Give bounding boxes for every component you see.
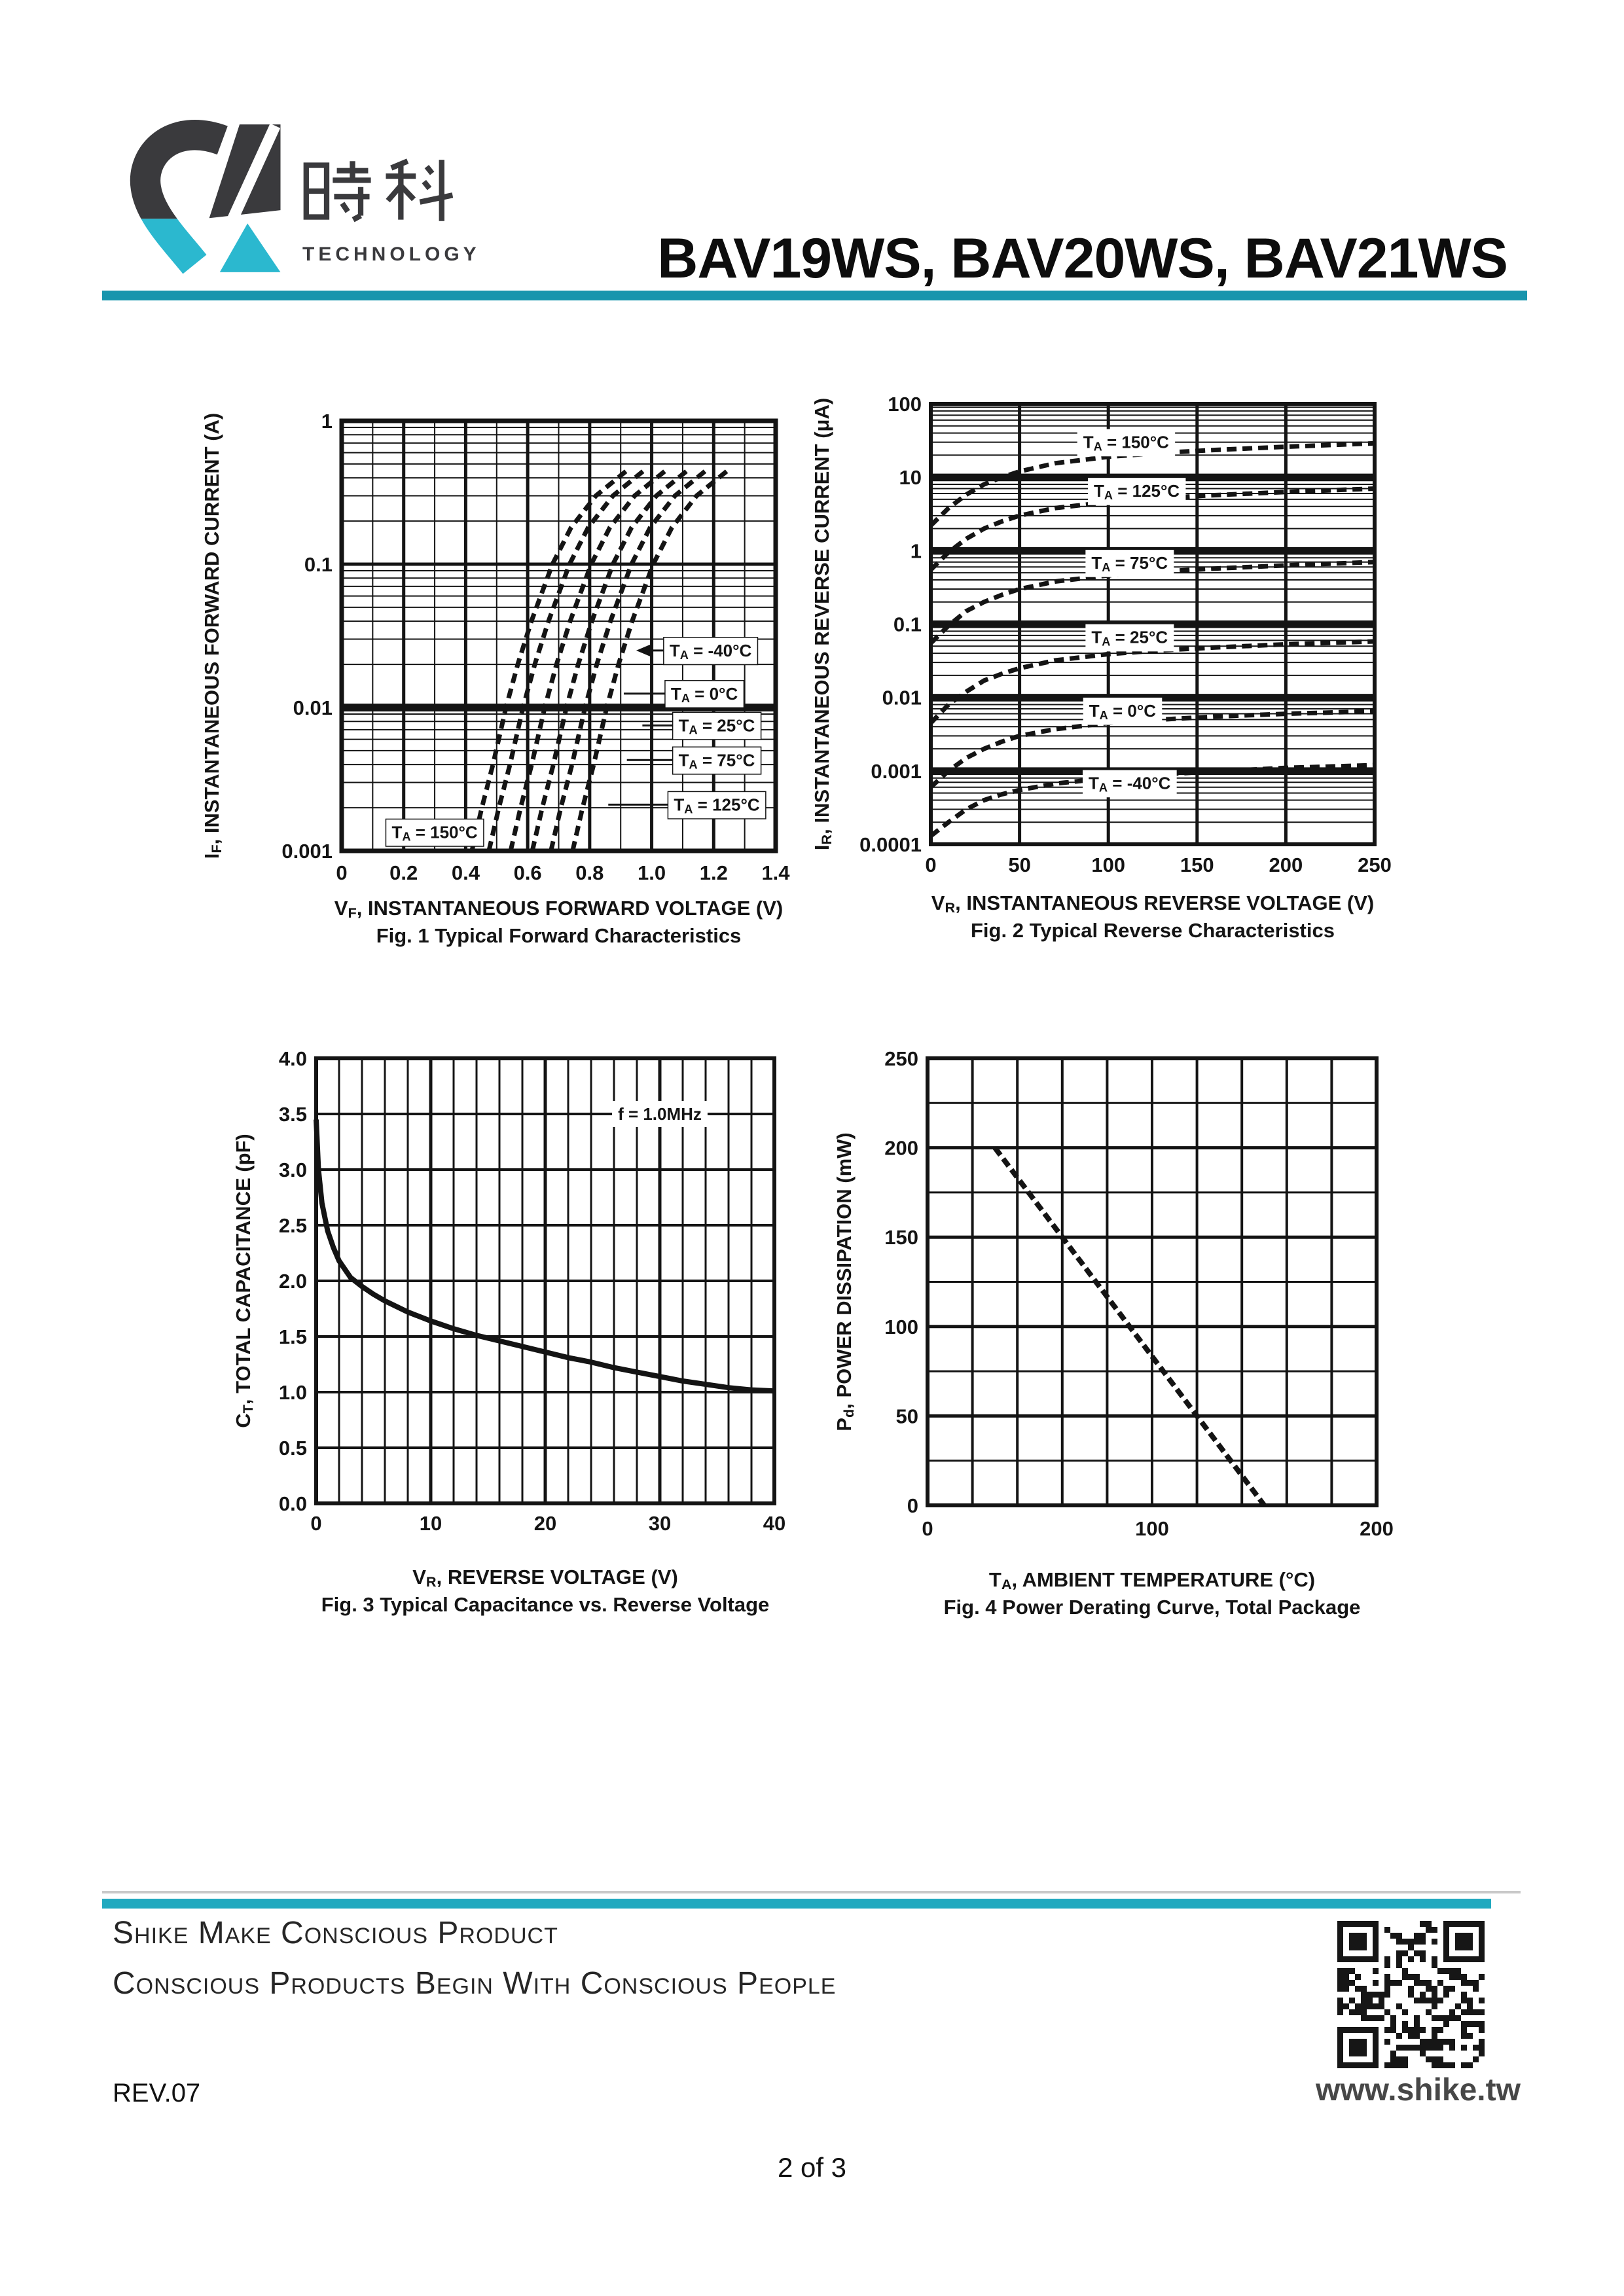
svg-text:0.0: 0.0 xyxy=(279,1492,307,1515)
svg-text:Fig. 1 Typical Forward Charac: Fig. 1 Typical Forward Characteristics xyxy=(376,924,742,947)
svg-text:TA = 150°C: TA = 150°C xyxy=(391,822,477,843)
svg-text:40: 40 xyxy=(763,1512,785,1535)
svg-text:1: 1 xyxy=(321,410,333,433)
svg-text:0: 0 xyxy=(922,1517,933,1540)
qr-code xyxy=(1337,1921,1485,2068)
svg-text:2.5: 2.5 xyxy=(279,1214,307,1237)
svg-text:50: 50 xyxy=(896,1405,918,1427)
svg-text:3.0: 3.0 xyxy=(279,1158,307,1181)
svg-text:TA = -40°C: TA = -40°C xyxy=(1089,774,1171,795)
logo-subtitle: TECHNOLOGY xyxy=(302,243,480,265)
svg-text:200: 200 xyxy=(1269,853,1303,876)
svg-text:Pd, POWER DISSIPATION (mW): Pd, POWER DISSIPATION (mW) xyxy=(833,1132,857,1431)
svg-text:TA = 125°C: TA = 125°C xyxy=(1094,481,1180,502)
svg-text:TA = 125°C: TA = 125°C xyxy=(674,795,759,816)
svg-text:150: 150 xyxy=(1180,853,1214,876)
svg-text:100: 100 xyxy=(1135,1517,1169,1540)
svg-text:CT, TOTAL CAPACITANCE (pF): CT, TOTAL CAPACITANCE (pF) xyxy=(232,1134,256,1428)
svg-text:10: 10 xyxy=(899,466,922,489)
svg-text:0.1: 0.1 xyxy=(304,553,333,576)
svg-text:TA = 25°C: TA = 25°C xyxy=(679,715,755,736)
footer-slogan-line1: Shike Make Conscious Product xyxy=(113,1916,558,1950)
page-title: BAV19WS, BAV20WS, BAV21WS xyxy=(657,227,1508,290)
footer-divider-rule xyxy=(102,1899,1491,1909)
svg-text:TA = 75°C: TA = 75°C xyxy=(679,750,755,771)
svg-text:0: 0 xyxy=(310,1512,321,1535)
svg-text:IF, INSTANTANEOUS FORWARD CURR: IF, INSTANTANEOUS FORWARD CURRENT (A) xyxy=(200,413,225,859)
svg-text:0.0001: 0.0001 xyxy=(859,833,922,856)
svg-text:250: 250 xyxy=(884,1047,918,1070)
fig4-power-derating-curve-chart: 250 200 150 100 50 00 100 200 TA, AMBIENT TEMPER… xyxy=(833,1047,1394,1619)
svg-text:0: 0 xyxy=(925,853,936,876)
svg-text:1.0: 1.0 xyxy=(279,1381,307,1404)
svg-text:30: 30 xyxy=(649,1512,671,1535)
svg-text:250: 250 xyxy=(1358,853,1392,876)
svg-text:150: 150 xyxy=(884,1226,918,1249)
svg-text:0.8: 0.8 xyxy=(575,861,604,884)
svg-text:1.4: 1.4 xyxy=(761,861,790,884)
page-number: 2 of 3 xyxy=(777,2152,847,2183)
logo-chinese-text xyxy=(303,158,453,223)
svg-text:0.6: 0.6 xyxy=(514,861,542,884)
svg-text:0.2: 0.2 xyxy=(389,861,418,884)
svg-text:4.0: 4.0 xyxy=(279,1047,307,1070)
svg-text:100: 100 xyxy=(884,1316,918,1338)
shike-logo-mark-icon xyxy=(130,120,281,278)
svg-text:100: 100 xyxy=(1091,853,1125,876)
svg-text:TA = 0°C: TA = 0°C xyxy=(1089,701,1157,722)
svg-text:0.001: 0.001 xyxy=(281,840,333,863)
svg-text:TA, AMBIENT TEMPERATURE (°C): TA, AMBIENT TEMPERATURE (°C) xyxy=(989,1568,1315,1592)
svg-text:50: 50 xyxy=(1008,853,1030,876)
revision-label: REV.07 xyxy=(113,2079,201,2108)
svg-text:1.0: 1.0 xyxy=(638,861,666,884)
svg-text:100: 100 xyxy=(888,393,922,416)
svg-text:TA = 150°C: TA = 150°C xyxy=(1083,433,1169,454)
svg-text:VR, REVERSE VOLTAGE (V): VR, REVERSE VOLTAGE (V) xyxy=(412,1566,678,1590)
svg-text:Fig. 3 Typical Capacitance vs: Fig. 3 Typical Capacitance vs. Reverse V… xyxy=(321,1593,770,1616)
svg-text:20: 20 xyxy=(534,1512,556,1535)
footer-slogan-line2: Conscious Products Begin With Conscious … xyxy=(113,1966,837,2001)
svg-text:200: 200 xyxy=(1360,1517,1394,1540)
svg-text:TA = 0°C: TA = 0°C xyxy=(671,684,738,705)
svg-text:0.01: 0.01 xyxy=(293,696,333,719)
svg-text:0: 0 xyxy=(336,861,347,884)
svg-text:0.4: 0.4 xyxy=(452,861,480,884)
svg-text:Fig. 2 Typical Reverse Charac: Fig. 2 Typical Reverse Characteristics xyxy=(971,919,1335,942)
svg-text:VR, INSTANTANEOUS REVERSE VOLT: VR, INSTANTANEOUS REVERSE VOLTAGE (V) xyxy=(931,891,1375,916)
header-divider-rule xyxy=(102,291,1527,300)
svg-text:TA = 75°C: TA = 75°C xyxy=(1091,553,1168,574)
svg-text:0.5: 0.5 xyxy=(279,1437,307,1460)
svg-text:0.001: 0.001 xyxy=(871,760,922,783)
svg-text:0: 0 xyxy=(907,1494,918,1517)
fig3-capacitance-vs-reverse-voltage-chart: 4.0 3.5 3.0 2.5 2.0 1.5 1.0 0.5 0.00 10 20 30 40 VR, … xyxy=(232,1047,785,1616)
svg-text:1: 1 xyxy=(911,539,922,562)
svg-text:2.0: 2.0 xyxy=(279,1270,307,1293)
svg-text:200: 200 xyxy=(884,1137,918,1160)
website-url: www.shike.tw xyxy=(1316,2073,1521,2108)
svg-text:1.5: 1.5 xyxy=(279,1325,307,1348)
svg-text:IR, INSTANTANEOUS REVERSE CURR: IR, INSTANTANEOUS REVERSE CURRENT (μA) xyxy=(812,398,835,850)
svg-text:VF, INSTANTANEOUS FORWARD VOLT: VF, INSTANTANEOUS FORWARD VOLTAGE (V) xyxy=(334,897,784,921)
svg-text:10: 10 xyxy=(420,1512,442,1535)
footer-thin-divider xyxy=(102,1891,1521,1893)
svg-text:Fig. 4 Power Derating Curve,: Fig. 4 Power Derating Curve, Total Packa… xyxy=(944,1596,1361,1619)
svg-text:1.2: 1.2 xyxy=(700,861,728,884)
svg-text:TA = 25°C: TA = 25°C xyxy=(1091,628,1168,649)
svg-text:3.5: 3.5 xyxy=(279,1103,307,1126)
svg-text:TA = -40°C: TA = -40°C xyxy=(670,641,752,662)
svg-text:0.01: 0.01 xyxy=(882,687,922,709)
svg-text:f = 1.0MHz: f = 1.0MHz xyxy=(618,1104,702,1124)
svg-text:0.1: 0.1 xyxy=(893,613,922,636)
